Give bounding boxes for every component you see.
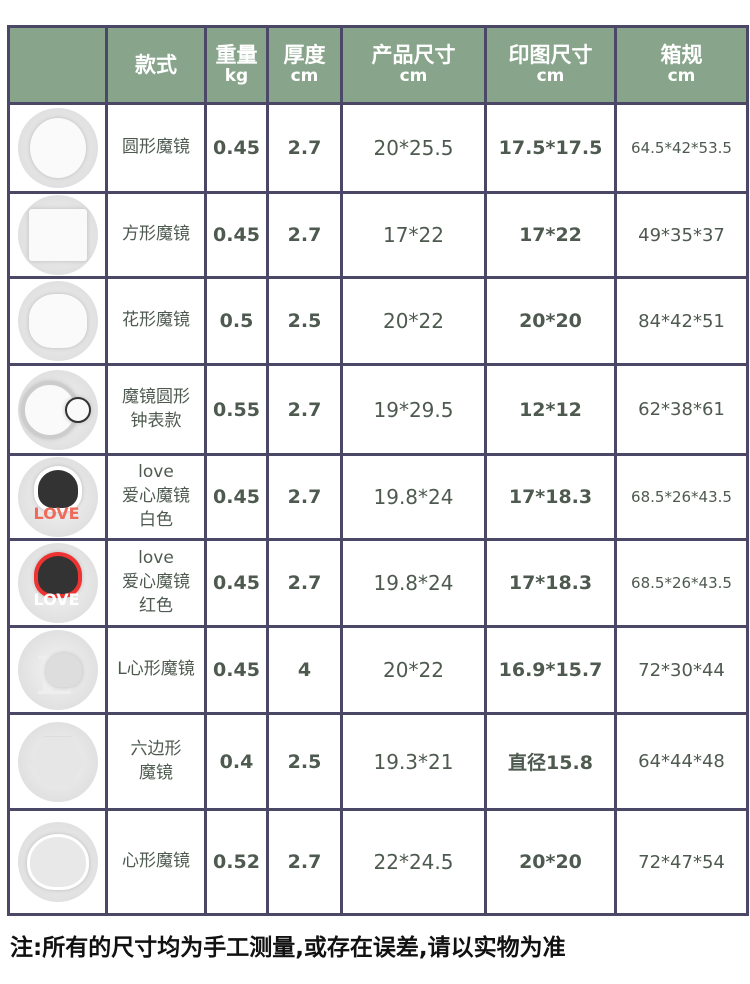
- table-row: 心形魔镜 0.52 2.7 22*24.5 20*20 72*47*54: [7, 808, 749, 916]
- print-size-cell: 17.5*17.5: [484, 102, 617, 194]
- weight-cell: 0.45: [204, 538, 269, 628]
- weight-cell: 0.45: [204, 102, 269, 194]
- header-style: 款式: [105, 25, 207, 105]
- print-size-cell: 16.9*15.7: [484, 625, 617, 715]
- clock-mirror-image: [17, 369, 98, 450]
- thickness-cell: 2.7: [266, 363, 343, 456]
- weight-cell: 0.45: [204, 625, 269, 715]
- spec-table: 款式 重量 kg 厚度 cm 产品尺寸 cm 印图尺寸 cm 箱规 cm 圆形魔镜 0.4…: [7, 25, 749, 916]
- weight-cell: 0.55: [204, 363, 269, 456]
- thickness-cell: 2.7: [266, 191, 343, 279]
- thickness-cell: 2.5: [266, 276, 343, 366]
- product-size-cell: 20*22: [340, 276, 487, 366]
- thickness-cell: 2.7: [266, 453, 343, 541]
- weight-cell: 0.4: [204, 712, 269, 811]
- print-size-cell: 17*18.3: [484, 453, 617, 541]
- table-row: LOVE love 爱心魔镜 白色 0.45 2.7 19.8*24 17*18…: [7, 453, 749, 541]
- product-thumbnail: L: [7, 625, 108, 715]
- love-heart-red-image: LOVE: [17, 543, 98, 623]
- product-thumbnail: [7, 191, 108, 279]
- round-mirror-image: [17, 108, 98, 188]
- style-cell: love 爱心魔镜 红色: [105, 538, 207, 628]
- table-row: L L心形魔镜 0.45 4 20*22 16.9*15.7 72*30*44: [7, 625, 749, 715]
- print-size-cell: 17*22: [484, 191, 617, 279]
- carton-cell: 49*35*37: [614, 191, 749, 279]
- header-row: 款式 重量 kg 厚度 cm 产品尺寸 cm 印图尺寸 cm 箱规 cm: [7, 25, 749, 105]
- carton-cell: 68.5*26*43.5: [614, 538, 749, 628]
- table-row: 方形魔镜 0.45 2.7 17*22 17*22 49*35*37: [7, 191, 749, 279]
- product-size-cell: 19.3*21: [340, 712, 487, 811]
- product-size-cell: 22*24.5: [340, 808, 487, 916]
- table-row: 圆形魔镜 0.45 2.7 20*25.5 17.5*17.5 64.5*42*…: [7, 102, 749, 194]
- product-thumbnail: [7, 808, 108, 916]
- thickness-cell: 2.5: [266, 712, 343, 811]
- carton-cell: 64*44*48: [614, 712, 749, 811]
- carton-cell: 64.5*42*53.5: [614, 102, 749, 194]
- flower-mirror-image: [17, 281, 98, 361]
- product-size-cell: 19*29.5: [340, 363, 487, 456]
- thickness-cell: 2.7: [266, 808, 343, 916]
- style-cell: 心形魔镜: [105, 808, 207, 916]
- style-cell: L心形魔镜: [105, 625, 207, 715]
- header-weight: 重量 kg: [204, 25, 269, 105]
- style-cell: 魔镜圆形 钟表款: [105, 363, 207, 456]
- style-cell: 花形魔镜: [105, 276, 207, 366]
- thickness-cell: 4: [266, 625, 343, 715]
- product-size-cell: 17*22: [340, 191, 487, 279]
- table-row: 六边形 魔镜 0.4 2.5 19.3*21 直径15.8 64*44*48: [7, 712, 749, 811]
- footer-note: 注:所有的尺寸均为手工测量,或存在误差,请以实物为准: [10, 935, 566, 961]
- product-thumbnail: [7, 712, 108, 811]
- love-heart-white-image: LOVE: [17, 457, 98, 537]
- heart-mirror-image: [17, 822, 98, 902]
- product-size-cell: 19.8*24: [340, 538, 487, 628]
- table-row: LOVE love 爱心魔镜 红色 0.45 2.7 19.8*24 17*18…: [7, 538, 749, 628]
- header-print-size: 印图尺寸 cm: [484, 25, 617, 105]
- product-size-cell: 19.8*24: [340, 453, 487, 541]
- carton-cell: 68.5*26*43.5: [614, 453, 749, 541]
- weight-cell: 0.45: [204, 191, 269, 279]
- style-cell: 圆形魔镜: [105, 102, 207, 194]
- thickness-cell: 2.7: [266, 538, 343, 628]
- table-row: 花形魔镜 0.5 2.5 20*22 20*20 84*42*51: [7, 276, 749, 366]
- carton-cell: 84*42*51: [614, 276, 749, 366]
- product-size-cell: 20*22: [340, 625, 487, 715]
- product-size-cell: 20*25.5: [340, 102, 487, 194]
- header-product-size: 产品尺寸 cm: [340, 25, 487, 105]
- print-size-cell: 17*18.3: [484, 538, 617, 628]
- square-mirror-image: [17, 195, 98, 275]
- weight-cell: 0.52: [204, 808, 269, 916]
- carton-cell: 72*47*54: [614, 808, 749, 916]
- l-heart-mirror-image: L: [17, 630, 98, 710]
- print-size-cell: 12*12: [484, 363, 617, 456]
- header-image: [7, 25, 108, 105]
- product-thumbnail: LOVE: [7, 538, 108, 628]
- print-size-cell: 直径15.8: [484, 712, 617, 811]
- carton-cell: 72*30*44: [614, 625, 749, 715]
- print-size-cell: 20*20: [484, 276, 617, 366]
- weight-cell: 0.5: [204, 276, 269, 366]
- header-thickness: 厚度 cm: [266, 25, 343, 105]
- product-thumbnail: [7, 276, 108, 366]
- style-cell: 方形魔镜: [105, 191, 207, 279]
- style-cell: love 爱心魔镜 白色: [105, 453, 207, 541]
- weight-cell: 0.45: [204, 453, 269, 541]
- product-thumbnail: [7, 363, 108, 456]
- product-thumbnail: LOVE: [7, 453, 108, 541]
- header-carton: 箱规 cm: [614, 25, 749, 105]
- hexagon-mirror-image: [17, 721, 98, 802]
- thickness-cell: 2.7: [266, 102, 343, 194]
- product-thumbnail: [7, 102, 108, 194]
- table-row: 魔镜圆形 钟表款 0.55 2.7 19*29.5 12*12 62*38*61: [7, 363, 749, 456]
- carton-cell: 62*38*61: [614, 363, 749, 456]
- print-size-cell: 20*20: [484, 808, 617, 916]
- style-cell: 六边形 魔镜: [105, 712, 207, 811]
